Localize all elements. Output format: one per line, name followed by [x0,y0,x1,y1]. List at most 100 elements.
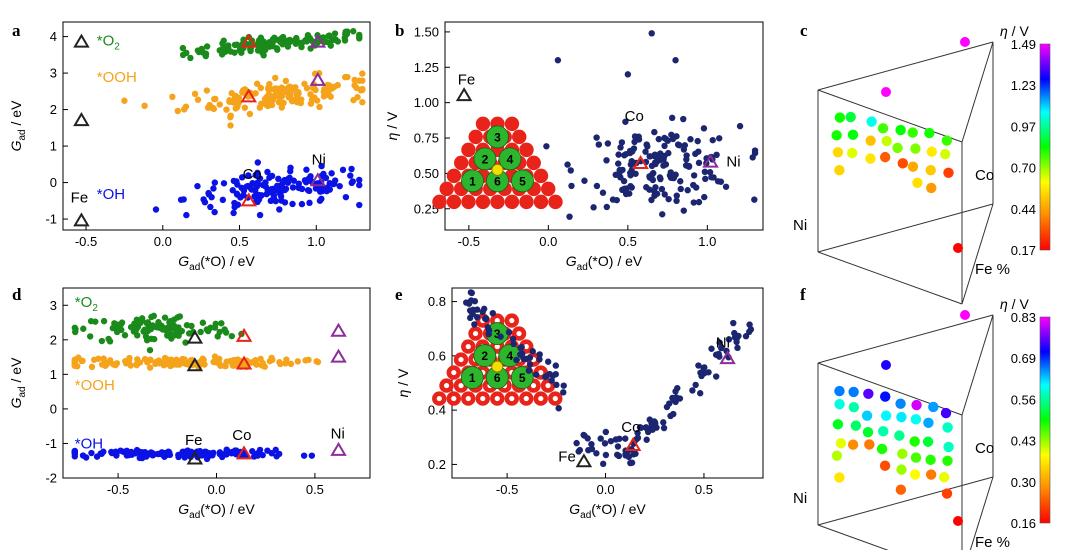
e--point [637,424,645,431]
d-ytick-label: 1 [50,367,57,382]
panel-e-chart: -0.5 0.0 0.5 0.8 0.6 0.4 0.2 Gad(*O) / eV η / V 3… [395,287,764,521]
a-oh-point [326,180,333,187]
b-xtick-label: 1.0 [698,234,716,249]
d-o2-point [212,320,219,328]
e-inset-red-hole [458,382,464,389]
d-xlabel: Gad(*O) / eV [178,501,255,521]
a-oh-point [356,181,363,189]
c-prism-edge [817,251,963,305]
b--point [656,174,664,181]
f-colorbar [1039,316,1051,524]
a-ni-marker-2 [309,172,327,187]
a-oh-point [316,197,324,204]
b-ytick-label: 1.00 [414,95,439,110]
e--point [700,364,707,372]
e--point [474,306,481,313]
a-oh-point [307,173,314,180]
b--point [702,175,709,183]
a-ooh-point [256,104,264,111]
b--point [649,176,657,184]
a-oh-point [231,203,238,211]
f-colorbar-tick-label: 0.43 [1011,434,1036,449]
a-ooh-point [283,88,291,96]
a-ooh-point [274,91,281,99]
e--point [602,428,610,436]
f-axis-label-fe: Fe % [975,534,1010,550]
b--point [643,184,650,191]
d-oh-point [219,453,226,461]
d-label-o2: *O2 [75,294,99,314]
e--point [529,348,536,355]
b--point [581,177,588,184]
d-ni-marker-0 [330,322,347,337]
b-inset-red-dot [446,168,462,184]
a-co-marker-1 [240,88,257,103]
e--point [471,321,478,328]
a-oh-point [230,209,237,217]
e--point [660,424,668,432]
d-ooh-point [305,356,312,364]
a-xlabel-sub: ad [189,262,200,273]
c-colorbar-tick-label: 0.44 [1011,202,1036,217]
a-o2-point [325,32,332,40]
f-data-sphere [881,360,891,370]
d-ytick-label: -2 [45,471,57,486]
b--point [652,184,659,191]
c-data-sphere [845,111,856,123]
e-fe-marker-0 [575,453,593,468]
c-data-sphere [953,243,963,253]
b--point [593,182,601,190]
a-oh-point [318,162,325,170]
e-inset-red-hole [451,395,457,402]
d-oh-point [142,450,149,458]
f-data-sphere [895,484,907,495]
c-data-sphere [847,129,859,140]
d-ooh-point [98,361,106,368]
e--point [672,388,679,395]
f-data-sphere [835,438,847,449]
f-colorbar-tick-label: 0.16 [1011,516,1036,531]
a-oh-point [289,184,297,191]
a-ooh-point [216,101,223,108]
d-ooh-point [217,362,224,369]
a-o2-point [331,30,339,37]
e-inset-red-hole [530,382,537,389]
c-data-sphere [907,127,918,138]
b-inset-site-1 [461,169,484,193]
a-oh-point [303,166,310,173]
e-inset-red-hole [458,356,464,363]
a-oh-point [183,211,190,219]
c-colorbar-title: η / V [1000,23,1029,39]
f-data-sphere [938,472,950,483]
e-ylabel-eta: η [395,389,411,397]
a-oh-point [331,177,339,184]
e--point [730,319,737,327]
b-inset-center [491,163,504,176]
a-ooh-point [235,95,242,102]
a-o2-point [322,38,330,46]
a-ooh-point [191,90,199,98]
a-oh-point [264,168,271,176]
e--point [708,345,715,352]
f-colorbar-tick-label: 0.30 [1011,475,1036,490]
f-data-sphere [861,410,873,421]
e-inset-red-hole [516,330,522,337]
a-ooh-point [182,103,190,110]
f-data-sphere [923,417,934,429]
a-oh-point [233,190,241,197]
e-inset-red-hole [472,330,479,337]
a-ooh-point [223,106,230,113]
e-inset-number-5: 5 [519,371,526,385]
a-oh-point [349,178,357,185]
a-oh-point [238,184,245,191]
a-ooh-point [275,99,283,106]
b--point [661,191,668,198]
e-inset-site-2 [473,344,497,367]
d-o2-point [171,324,178,331]
f-colorbar-tick-label: 0.83 [1011,310,1036,325]
b--point [630,145,638,152]
f-data-sphere [878,426,889,437]
b--point [642,148,649,155]
c-data-sphere [865,153,876,164]
d-oh-point [264,447,271,454]
